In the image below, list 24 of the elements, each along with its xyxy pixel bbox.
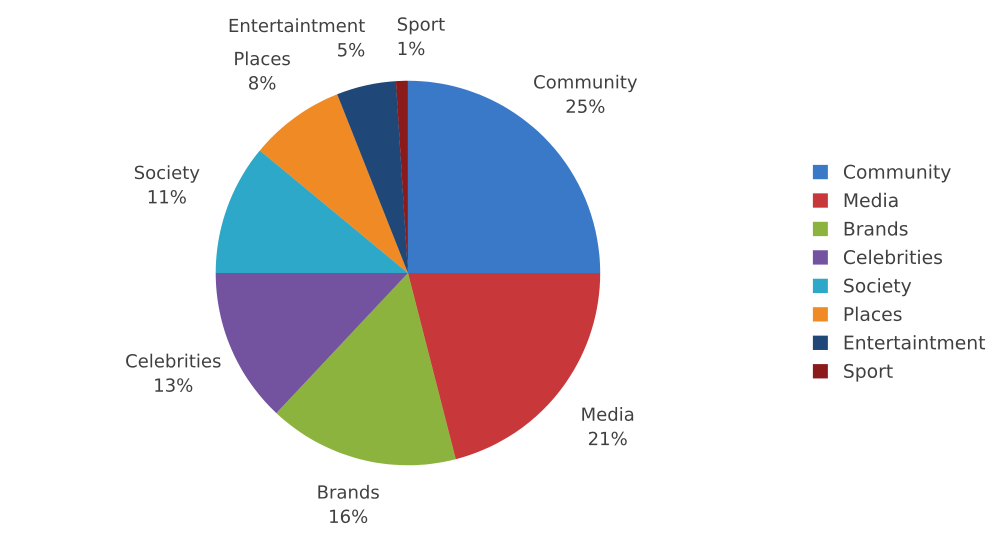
slice-label: Entertaintment — [230, 18, 365, 32]
slice-label: Media — [582, 407, 634, 421]
slice-label: Community — [534, 74, 638, 92]
data-label: 13% — [155, 378, 192, 392]
data-label: 16% — [330, 509, 368, 524]
slice-label: Celebrities — [126, 354, 221, 368]
legend-label: Brands — [844, 221, 908, 236]
legend-label: Places — [844, 306, 902, 322]
legend-label: Community — [844, 164, 951, 182]
data-label: 1% — [398, 42, 424, 56]
legend-label: Sport — [844, 364, 893, 382]
data-label: 11% — [148, 190, 186, 204]
data-label: 25% — [566, 99, 604, 114]
slice-label: Brands — [318, 484, 379, 499]
legend-label: Celebrities — [844, 250, 942, 264]
slice-label: Places — [235, 51, 290, 66]
slice-label: Society — [134, 165, 200, 183]
legend-label: Media — [844, 192, 898, 208]
data-label: 8% — [249, 76, 276, 90]
slice-label: Sport — [398, 17, 445, 34]
data-label: 21% — [588, 432, 627, 446]
data-label: 5% — [338, 42, 364, 57]
legend-label: Entertaintment — [844, 335, 986, 350]
legend-label: Society — [844, 278, 912, 296]
